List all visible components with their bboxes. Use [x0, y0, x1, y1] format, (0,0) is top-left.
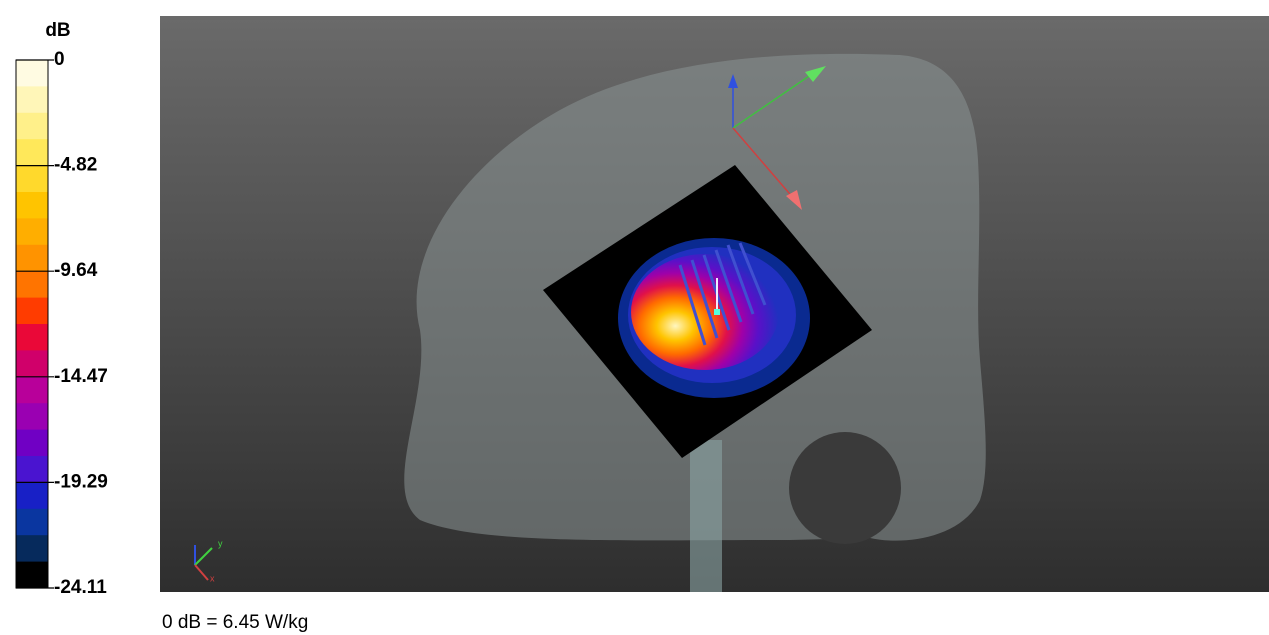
colorbar-band — [16, 192, 48, 219]
colorbar-label: -19.29 — [54, 471, 108, 492]
colorbar-band — [16, 535, 48, 563]
mini-triad — [194, 545, 213, 581]
colorbar: 0 -4.82 -9.64 -14.47 -19.29 -24.11 — [15, 49, 108, 598]
phantom-hole — [789, 432, 901, 544]
footer-note: 0 dB = 6.45 W/kg — [162, 612, 309, 633]
colorbar-title: dB — [45, 20, 70, 41]
probe-stalk — [690, 440, 722, 592]
mini-axis-label: y — [218, 538, 223, 548]
colorbar-band — [16, 139, 48, 167]
axes-triad — [728, 66, 826, 210]
colorbar-band — [16, 244, 48, 272]
colorbar-band — [16, 403, 48, 431]
colorbar-band — [16, 271, 48, 299]
colorbar-band — [16, 456, 48, 483]
colorbar-band — [16, 60, 48, 87]
colorbar-label: -24.11 — [54, 577, 107, 598]
colorbar-band — [16, 218, 48, 246]
colorbar-label: -4.82 — [54, 155, 97, 176]
colorbar-band — [16, 482, 48, 510]
colorbar-band — [16, 112, 48, 140]
mini-axis-label: x — [210, 573, 215, 583]
colorbar-band — [16, 376, 48, 404]
colorbar-band — [16, 86, 48, 114]
colorbar-label: -14.47 — [54, 366, 108, 387]
colorbar-label: 0 — [54, 49, 65, 70]
colorbar-band — [16, 297, 48, 325]
sar-hotspot — [631, 254, 779, 370]
colorbar-band — [16, 561, 48, 589]
colorbar-band — [16, 350, 48, 378]
colorbar-band — [16, 508, 48, 536]
colorbar-band — [16, 165, 48, 193]
colorbar-label: -9.64 — [54, 260, 98, 281]
colorbar-band — [16, 324, 48, 351]
colorbar-band — [16, 429, 48, 457]
visualization: dB 0 -4.82 -9.64 -14.47 -19.29 -24.11 y x — [15, 16, 1269, 598]
zoom-scan-slices — [678, 242, 767, 346]
probe-point — [714, 309, 720, 315]
